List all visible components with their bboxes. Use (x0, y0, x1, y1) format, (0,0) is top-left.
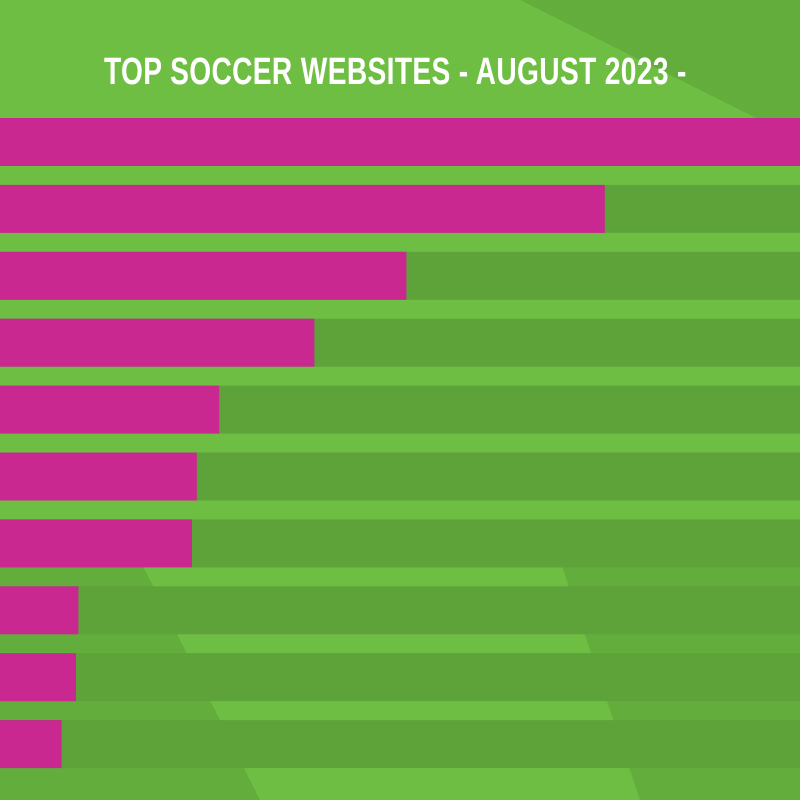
bar (0, 385, 220, 434)
bar (0, 118, 800, 166)
bg-shape (520, 0, 800, 140)
bar-track (0, 653, 800, 702)
bar-track (0, 586, 800, 635)
bar-track (0, 720, 800, 769)
chart-title: TOP SOCCER WEBSITES - AUGUST 2023 - UNIT… (104, 51, 696, 93)
bar (0, 184, 605, 233)
bar (0, 452, 197, 501)
bar (0, 519, 192, 568)
bar (0, 720, 62, 769)
bar (0, 318, 315, 367)
bar (0, 586, 79, 635)
bar (0, 251, 407, 300)
bar (0, 653, 76, 702)
